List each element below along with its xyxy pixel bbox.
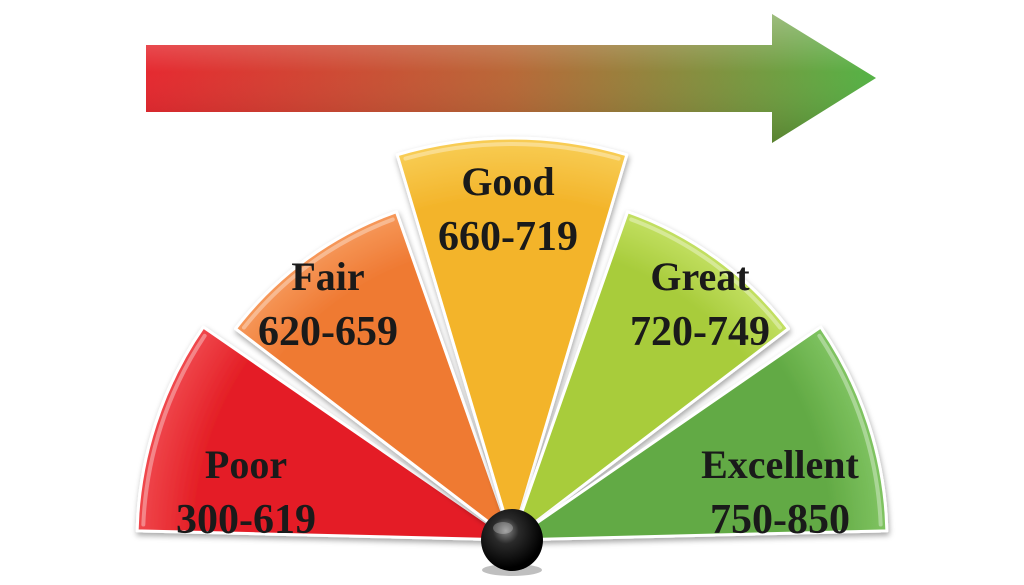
gauge-labels: Poor 300-619 Fair 620-659 Good 660-719 G… [176,159,860,543]
gauge-segment-good [395,136,629,529]
gauge-segment-highlight-good [403,142,621,161]
segment-label-fair: Fair [291,254,364,299]
segment-range-great: 720-749 [630,309,770,355]
direction-arrow [146,14,876,143]
gauge-segment-highlight-great [629,217,783,330]
segment-range-poor: 300-619 [176,497,316,543]
segment-range-good: 660-719 [438,214,578,260]
segment-label-excellent: Excellent [701,442,859,487]
gauge-pivot [481,509,543,576]
segment-range-excellent: 750-850 [710,497,850,543]
segment-label-poor: Poor [205,442,287,487]
gauge-segment-poor [135,325,502,542]
pivot-ball [481,509,543,571]
segment-label-great: Great [650,254,750,299]
gauge-segment-fair [234,210,509,533]
gauge-segment-excellent [522,325,889,542]
gauge-segment-great [515,210,790,533]
segment-range-fair: 620-659 [258,309,398,355]
arrow-highlight [146,14,876,143]
gauge-segments [135,136,889,542]
gauge-segment-highlight-poor [141,333,207,527]
gauge-segment-highlight-fair [241,217,395,330]
gauge-segment-highlight-excellent [817,333,883,527]
segment-label-good: Good [461,159,554,204]
